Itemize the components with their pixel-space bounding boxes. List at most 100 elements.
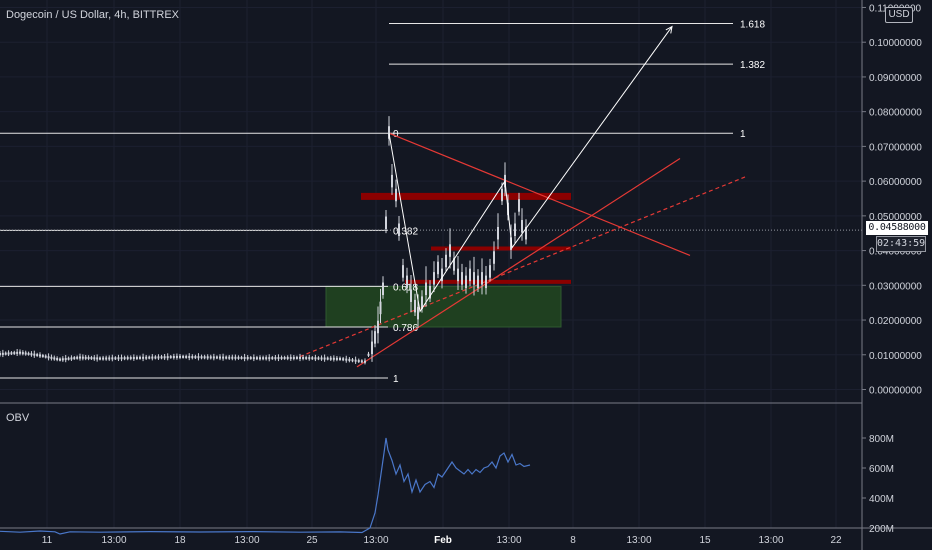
candle-body [388, 126, 390, 139]
fib-label-1: 1 [393, 374, 399, 385]
candle-body [323, 357, 326, 360]
candle-body [414, 299, 416, 313]
candle-body [166, 356, 169, 359]
candle-body [212, 356, 215, 359]
price-tick-label: 0.08000000 [869, 108, 922, 119]
candle-body [129, 357, 132, 360]
candle-body [172, 355, 175, 359]
time-tick-label: 15 [699, 535, 711, 546]
candle-body [96, 357, 99, 360]
candle-body [67, 357, 70, 360]
candle-body [64, 357, 67, 361]
candle-body [135, 356, 138, 359]
candle-body [7, 352, 10, 355]
candle-body [185, 355, 188, 359]
candle-body [348, 358, 351, 362]
candle-body [377, 320, 379, 334]
candle-body [102, 357, 105, 360]
candle-body [402, 265, 404, 278]
candle-body [99, 357, 101, 360]
candle-body [351, 359, 354, 362]
obv-tick-label: 800M [869, 434, 894, 445]
candle-timer-badge: 02:43:59 [876, 236, 926, 252]
price-candles [0, 116, 527, 365]
candle-body [518, 199, 520, 212]
candle-body [249, 357, 252, 360]
obv-tick-label: 400M [869, 494, 894, 505]
candle-body [367, 353, 370, 356]
candle-body [234, 356, 237, 359]
candle-body [197, 356, 200, 359]
candle-body [56, 357, 59, 361]
fib-label-1.382: 1.382 [740, 60, 765, 71]
candle-body [332, 357, 335, 360]
time-tick-label: Feb [434, 535, 452, 546]
candle-body [335, 357, 338, 360]
candle-body [314, 357, 317, 360]
price-tick-label: 0.02000000 [869, 316, 922, 327]
candle-body [39, 354, 41, 357]
fib-label-0: 0 [393, 129, 399, 140]
candle-body [59, 358, 61, 361]
time-tick-label: 8 [570, 535, 576, 546]
price-tick-label: 0.09000000 [869, 73, 922, 84]
candle-body [120, 357, 123, 360]
candle-body [406, 275, 408, 289]
candle-body [160, 356, 163, 359]
price-tick-label: 0.03000000 [869, 281, 922, 292]
candle-body [286, 356, 289, 360]
candle-body [21, 352, 24, 355]
candle-body [514, 223, 516, 236]
candle-body [157, 356, 160, 359]
candle-body [501, 188, 503, 202]
candle-body [265, 357, 268, 360]
candle-body [274, 357, 277, 360]
demand-zone-rect [325, 285, 562, 328]
candle-body [194, 356, 197, 359]
candle-body [437, 261, 439, 275]
candle-body [305, 357, 308, 360]
candle-body [473, 272, 475, 285]
candle-body [364, 360, 366, 363]
candle-body [385, 216, 387, 230]
price-tick-label: 0.06000000 [869, 177, 922, 188]
candle-body [148, 356, 151, 359]
candle-body [36, 354, 39, 357]
candle-body [33, 353, 36, 356]
candle-body [395, 188, 397, 202]
candle-body [320, 357, 323, 360]
candle-body [280, 357, 283, 360]
time-tick-label: 11 [42, 535, 53, 546]
candle-body [477, 275, 479, 289]
candle-body [510, 237, 512, 250]
fib-label-0.786: 0.786 [393, 323, 418, 334]
candle-body [339, 357, 341, 360]
time-tick-label: 13:00 [758, 535, 783, 546]
candle-body [268, 357, 271, 360]
candle-body [16, 351, 19, 354]
candle-body [417, 306, 419, 320]
currency-badge[interactable]: USD [885, 7, 913, 23]
candle-body [24, 352, 27, 355]
candle-body [10, 352, 13, 355]
candle-body [360, 360, 363, 363]
candle-body [271, 357, 274, 360]
candle-body [277, 357, 280, 360]
candle-body [41, 355, 44, 358]
candle-body [252, 357, 255, 360]
candle-body [259, 357, 261, 360]
time-tick-label: 25 [306, 535, 318, 546]
price-tick-label: 0.04000000 [869, 247, 922, 258]
candle-body [61, 358, 64, 361]
candle-body [4, 352, 7, 355]
candle-body [379, 301, 382, 315]
candle-body [206, 356, 209, 359]
candle-body [209, 356, 212, 359]
price-tick-label: 0.00000000 [869, 386, 922, 397]
candle-body [283, 356, 286, 360]
price-tick-label: 0.10000000 [869, 38, 922, 49]
candle-body [145, 356, 148, 359]
candle-body [317, 357, 320, 360]
candle-body [237, 356, 240, 359]
